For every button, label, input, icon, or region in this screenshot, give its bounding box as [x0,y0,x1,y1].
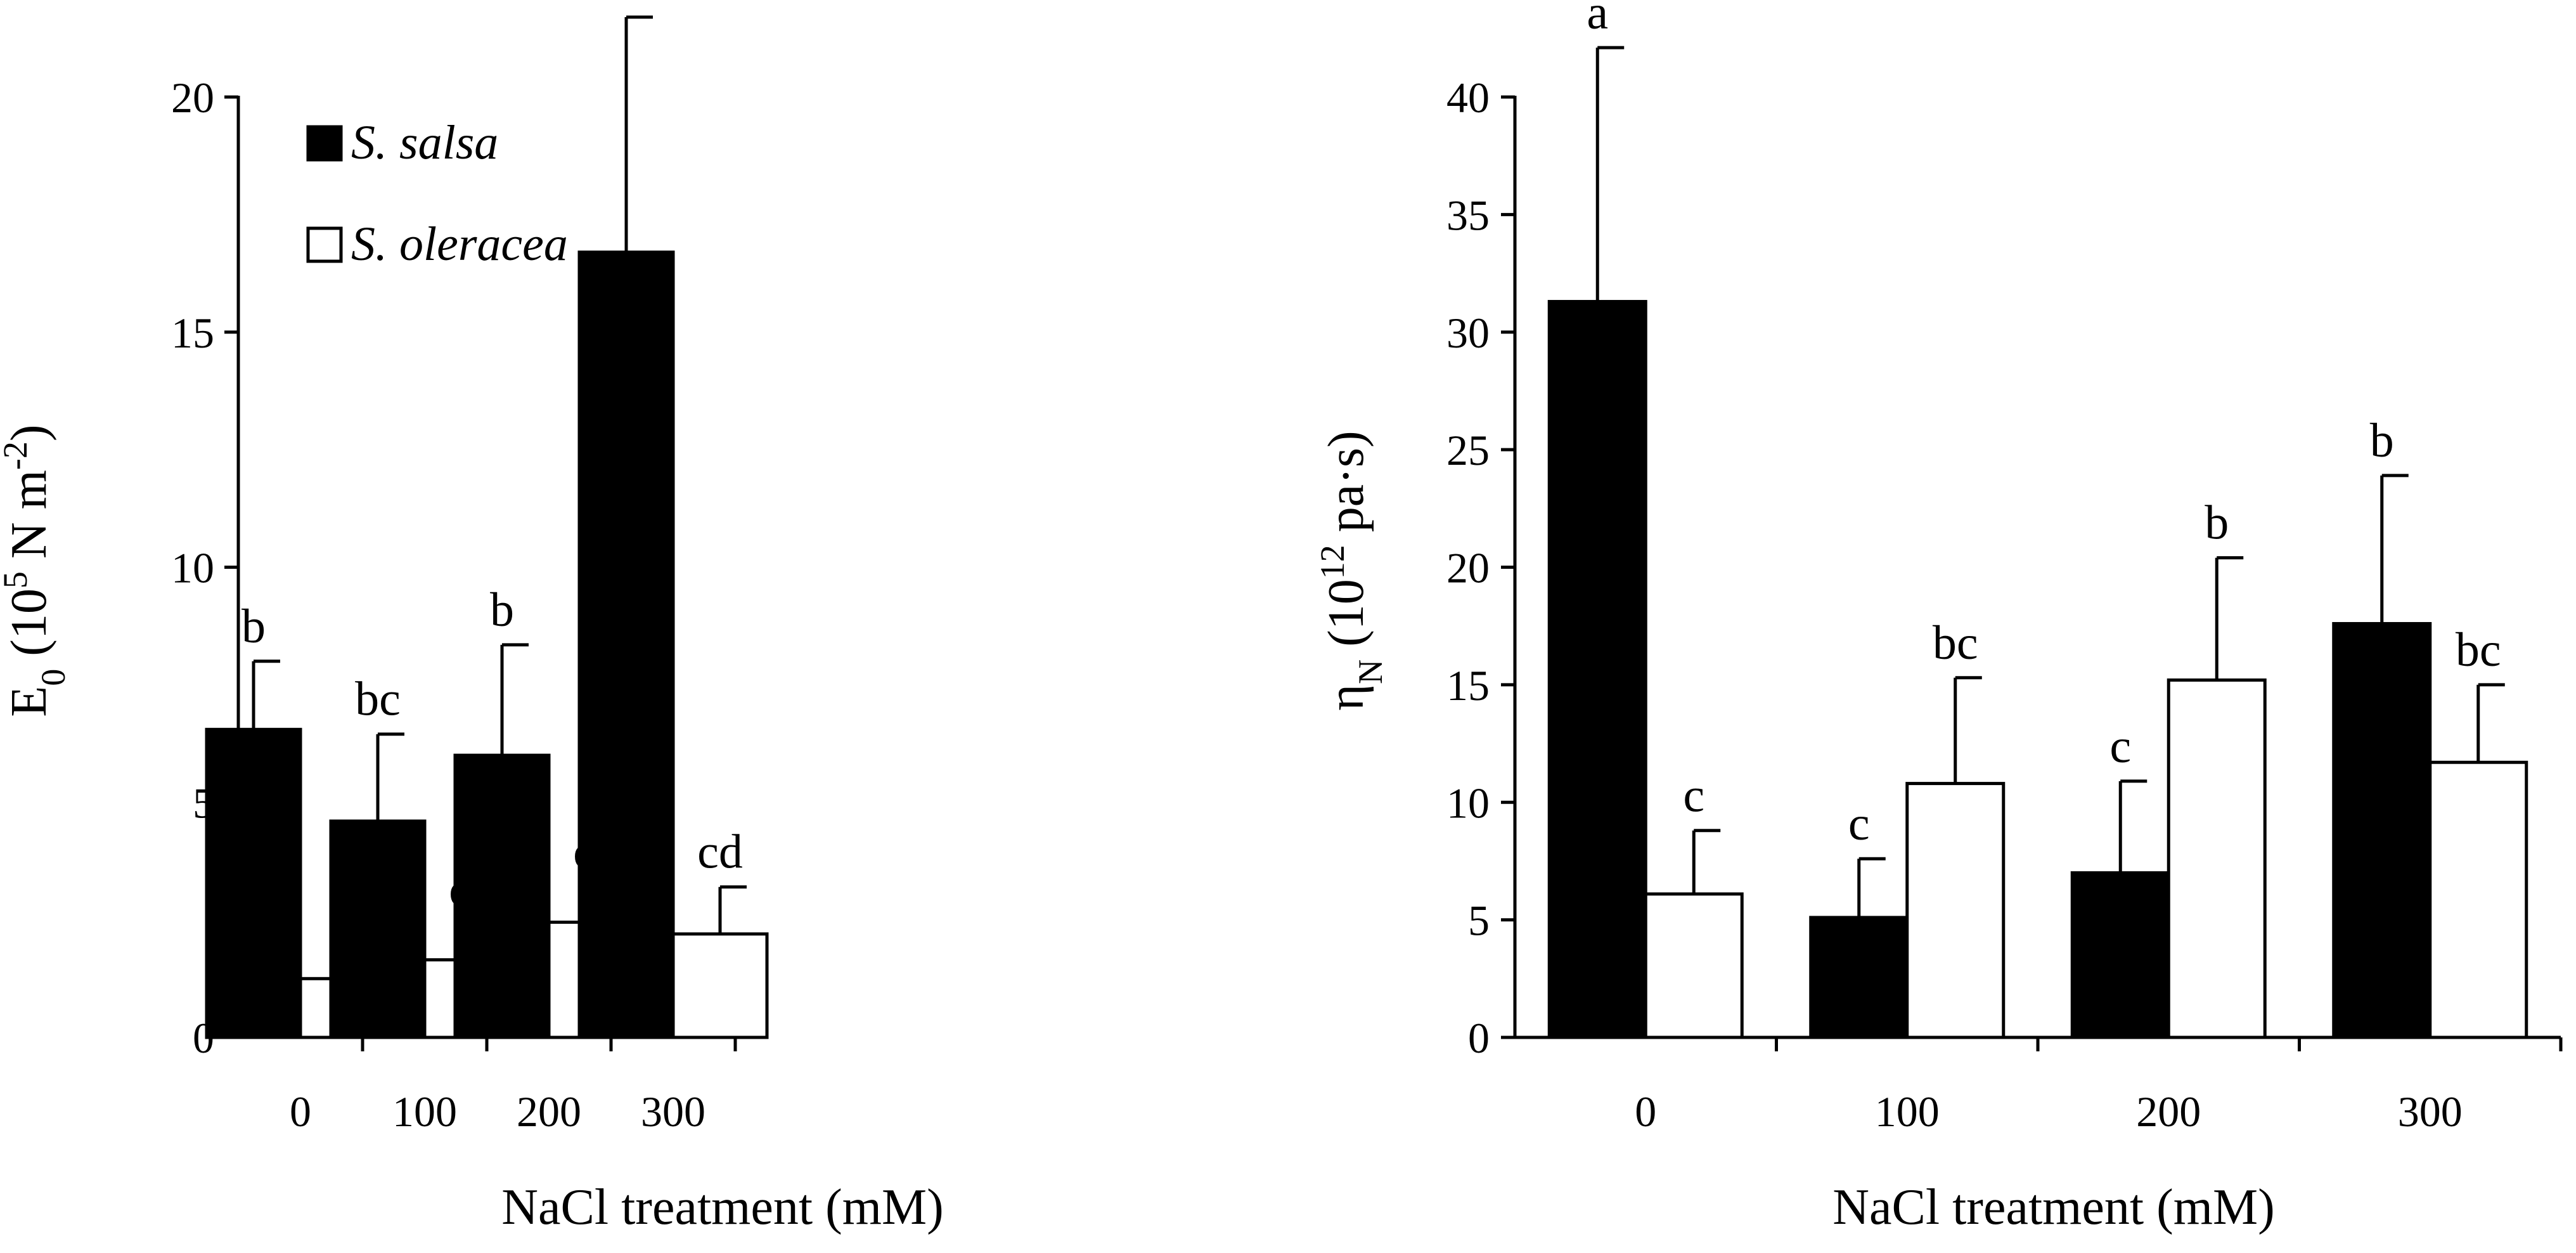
y-axis-label-main: η [1318,684,1374,711]
y-tick-label: 0 [1468,1014,1490,1062]
right-panel-bar-chart: 0 5 10 15 20 25 30 35 40 a c 0 c bc 100 c b 200 b bc 300 NaCl… [1313,0,2563,1235]
y-tick-label: 15 [1446,661,1490,710]
y-tick-label: 15 [171,309,214,357]
legend-label-s-oleracea: S. oleracea [351,217,568,271]
x-tick-label: 300 [641,1087,705,1136]
bar-s-oleracea [671,932,769,1039]
y-axis-label-sup: 5 [0,571,34,588]
y-axis-label-unit: pa·s [1318,448,1374,545]
y-tick-label: 35 [1446,191,1490,239]
y-tick-label: 25 [1446,426,1490,474]
significance-letter: bc [2456,623,2501,677]
legend-label-s-salsa: S. salsa [351,116,498,169]
x-axis-label: NaCl treatment (mM) [501,1179,944,1235]
y-axis-label-main: E [1,686,57,717]
y-axis-label-sup: 12 [1313,545,1351,579]
y-axis-label-open: (10 [1318,579,1374,659]
y-axis-label-close: ) [1,424,57,441]
legend-swatch-s-salsa [306,125,343,162]
left-panel-bar-chart: 05101520bd0bccd100bcd200acd300NaCl treat… [0,0,944,1235]
x-tick-label: 200 [517,1087,581,1136]
bar-s-salsa [1809,916,1909,1039]
bar-s-oleracea [2167,678,2267,1039]
y-axis-label-open: (10 [1,588,57,669]
y-axis-label-sub: N [1351,659,1389,684]
y-axis-label-unit: N m [1,470,57,571]
legend-swatch-s-oleracea [306,226,343,263]
significance-letter: c [2109,720,2131,773]
bar-s-oleracea [1905,782,2006,1039]
x-tick-label: 100 [392,1087,457,1136]
significance-letter: a [615,0,637,9]
y-tick-label: 20 [171,74,214,122]
bar-s-salsa [2332,621,2432,1039]
significance-letter: b [2205,497,2229,550]
significance-letter: a [1587,0,1608,39]
x-tick-label: 200 [2136,1087,2201,1136]
y-tick-label: 40 [1446,74,1490,122]
x-tick-label: 0 [290,1087,311,1136]
bar-s-salsa [453,753,551,1039]
significance-letter: cd [697,826,743,879]
bar-s-oleracea [2428,760,2528,1039]
y-axis-label-close: ) [1318,431,1374,448]
significance-letter: c [1848,797,1870,850]
significance-letter: c [1683,769,1704,822]
y-tick-label: 10 [171,544,214,592]
significance-letter: b [490,583,514,637]
significance-letter: b [242,600,266,653]
y-tick-label: 10 [1446,779,1490,827]
y-axis-label-sub: 0 [34,669,72,686]
y-tick-label: 5 [1468,897,1490,945]
x-tick-label: 100 [1875,1087,1940,1136]
y-tick-label: 30 [1446,309,1490,357]
y-axis-label-sup2: -2 [0,441,34,470]
x-tick-label: 0 [1635,1087,1656,1136]
bar-s-salsa [1547,300,1647,1039]
y-tick-label: 20 [1446,544,1490,592]
x-tick-label: 300 [2398,1087,2463,1136]
y-axis-label: E0 (105 N m-2) [0,424,72,717]
x-axis-label: NaCl treatment (mM) [1832,1179,2275,1235]
bar-s-salsa [2070,871,2170,1039]
significance-letter: bc [355,673,401,726]
bar-s-salsa [329,819,427,1039]
y-axis-label: ηN (1012 pa·s) [1313,431,1389,710]
bar-s-salsa [577,250,675,1039]
bar-s-oleracea [1644,892,1744,1039]
bar-s-salsa [205,727,302,1039]
significance-letter: b [2370,414,2394,467]
significance-letter: bc [1933,616,1978,670]
